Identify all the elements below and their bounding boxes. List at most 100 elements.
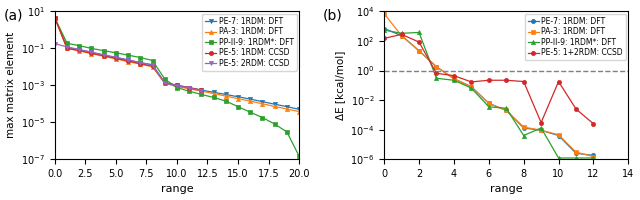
PP-II-9: 1RDM*: DFT: (15, 7e-05): 1RDM*: DFT: (15, 7e-05) (234, 105, 242, 108)
Line: PP-II-9: 1RDM*: DFT: PP-II-9: 1RDM*: DFT (382, 28, 595, 160)
PE-7: 1RDM: DFT: (15, 0.00024): 1RDM: DFT: (15, 0.00024) (234, 96, 242, 98)
PA-3: 1RDM: DFT: (16, 0.00014): 1RDM: DFT: (16, 0.00014) (246, 100, 254, 102)
X-axis label: range: range (161, 184, 193, 194)
PA-3: 1RDM: DFT: (2, 0.073): 1RDM: DFT: (2, 0.073) (76, 50, 83, 52)
PE-5: 1RDM: CCSD: (9, 0.0014): 1RDM: CCSD: (9, 0.0014) (161, 81, 168, 84)
PA-3: 1RDM: DFT: (5, 0.08): 1RDM: DFT: (5, 0.08) (467, 86, 475, 88)
PE-7: 1RDM: DFT: (8, 0.00013): 1RDM: DFT: (8, 0.00013) (520, 127, 527, 129)
PP-II-9: 1RDM*: DFT: (6, 0.043): 1RDM*: DFT: (6, 0.043) (124, 54, 132, 56)
PA-3: 1RDM: DFT: (15, 0.00019): 1RDM: DFT: (15, 0.00019) (234, 97, 242, 100)
PE-7: 1RDM: DFT: (3, 1.8): 1RDM: DFT: (3, 1.8) (433, 66, 440, 68)
PE-5: 1RDM: CCSD: (1, 0.1): 1RDM: CCSD: (1, 0.1) (63, 47, 71, 50)
PP-II-9: 1RDM*: DFT: (18, 8e-06): 1RDM*: DFT: (18, 8e-06) (271, 123, 278, 125)
PE-5: 2RDM: CCSD: (4, 0.045): 2RDM: CCSD: (4, 0.045) (100, 54, 108, 56)
Line: PE-7: 1RDM: DFT: PE-7: 1RDM: DFT (382, 26, 595, 157)
PP-II-9: 1RDM*: DFT: (3, 0.3): 1RDM*: DFT: (3, 0.3) (433, 77, 440, 79)
PE-5: 2RDM: CCSD: (8, 0.012): 2RDM: CCSD: (8, 0.012) (148, 64, 156, 67)
PE-5: 1+2RDM: CCSD: (1, 280): 1+2RDM: CCSD: (1, 280) (397, 33, 405, 36)
Y-axis label: ΔE [kcal/mol]: ΔE [kcal/mol] (335, 51, 345, 120)
PE-5: 1+2RDM: CCSD: (3, 0.65): 1+2RDM: CCSD: (3, 0.65) (433, 72, 440, 75)
PE-7: 1RDM: DFT: (16, 0.00018): 1RDM: DFT: (16, 0.00018) (246, 98, 254, 100)
PE-5: 1+2RDM: CCSD: (6, 0.22): 1+2RDM: CCSD: (6, 0.22) (485, 79, 493, 81)
PA-3: 1RDM: DFT: (12, 0.00048): 1RDM: DFT: (12, 0.00048) (198, 90, 205, 92)
PA-3: 1RDM: DFT: (5, 0.027): 1RDM: DFT: (5, 0.027) (112, 58, 120, 60)
PP-II-9: 1RDM*: DFT: (9, 0.00013): 1RDM*: DFT: (9, 0.00013) (537, 127, 545, 129)
PE-5: 2RDM: CCSD: (1, 0.12): 2RDM: CCSD: (1, 0.12) (63, 46, 71, 48)
PE-5: 1RDM: CCSD: (10, 0.001): 1RDM: CCSD: (10, 0.001) (173, 84, 180, 87)
PE-5: 2RDM: CCSD: (0, 0.18): 2RDM: CCSD: (0, 0.18) (51, 42, 59, 45)
PP-II-9: 1RDM*: DFT: (16, 3.5e-05): 1RDM*: DFT: (16, 3.5e-05) (246, 111, 254, 113)
PE-5: 1+2RDM: CCSD: (4, 0.45): 1+2RDM: CCSD: (4, 0.45) (450, 74, 458, 77)
PE-7: 1RDM: DFT: (10, 4e-05): 1RDM: DFT: (10, 4e-05) (555, 134, 563, 137)
PE-5: 1RDM: CCSD: (4, 0.04): 1RDM: CCSD: (4, 0.04) (100, 55, 108, 57)
PE-5: 2RDM: CCSD: (3, 0.063): 2RDM: CCSD: (3, 0.063) (88, 51, 95, 53)
PA-3: 1RDM: DFT: (4, 0.28): 1RDM: DFT: (4, 0.28) (450, 78, 458, 80)
PE-7: 1RDM: DFT: (2, 22): 1RDM: DFT: (2, 22) (415, 50, 423, 52)
PE-5: 1RDM: CCSD: (6, 0.021): 1RDM: CCSD: (6, 0.021) (124, 60, 132, 62)
PE-7: 1RDM: DFT: (9, 9e-05): 1RDM: DFT: (9, 9e-05) (537, 129, 545, 132)
PE-7: 1RDM: DFT: (12, 1.8e-06): 1RDM: DFT: (12, 1.8e-06) (589, 154, 597, 157)
PA-3: 1RDM: DFT: (13, 0.00036): 1RDM: DFT: (13, 0.00036) (210, 92, 218, 95)
PA-3: 1RDM: DFT: (1, 230): 1RDM: DFT: (1, 230) (397, 34, 405, 37)
PP-II-9: 1RDM*: DFT: (20, 1.5e-07): 1RDM*: DFT: (20, 1.5e-07) (295, 155, 303, 157)
PE-5: 1+2RDM: CCSD: (10, 0.18): 1+2RDM: CCSD: (10, 0.18) (555, 80, 563, 83)
PP-II-9: 1RDM*: DFT: (7, 0.032): 1RDM*: DFT: (7, 0.032) (136, 56, 144, 59)
PE-5: 1RDM: CCSD: (2, 0.077): 1RDM: CCSD: (2, 0.077) (76, 49, 83, 52)
PE-7: 1RDM: DFT: (7, 0.002): 1RDM: DFT: (7, 0.002) (502, 109, 510, 112)
PP-II-9: 1RDM*: DFT: (17, 1.8e-05): 1RDM*: DFT: (17, 1.8e-05) (259, 116, 266, 119)
PE-5: 1RDM: CCSD: (7, 0.015): 1RDM: CCSD: (7, 0.015) (136, 62, 144, 65)
PP-II-9: 1RDM*: DFT: (6, 0.0035): 1RDM*: DFT: (6, 0.0035) (485, 106, 493, 108)
PA-3: 1RDM: DFT: (0, 4.5): 1RDM: DFT: (0, 4.5) (51, 17, 59, 19)
PA-3: 1RDM: DFT: (10, 0.00085): 1RDM: DFT: (10, 0.00085) (173, 85, 180, 88)
PE-7: 1RDM: DFT: (4, 0.042): 1RDM: DFT: (4, 0.042) (100, 54, 108, 57)
PE-7: 1RDM: DFT: (3, 0.06): 1RDM: DFT: (3, 0.06) (88, 51, 95, 54)
PA-3: 1RDM: DFT: (18, 7.2e-05): 1RDM: DFT: (18, 7.2e-05) (271, 105, 278, 108)
PP-II-9: 1RDM*: DFT: (12, 0.00032): 1RDM*: DFT: (12, 0.00032) (198, 93, 205, 96)
PE-5: 2RDM: CCSD: (2, 0.087): 2RDM: CCSD: (2, 0.087) (76, 48, 83, 51)
PE-5: 1+2RDM: CCSD: (9, 0.0003): 1+2RDM: CCSD: (9, 0.0003) (537, 121, 545, 124)
PE-7: 1RDM: DFT: (6, 0.023): 1RDM: DFT: (6, 0.023) (124, 59, 132, 61)
PE-5: 1RDM: CCSD: (12, 0.00055): 1RDM: CCSD: (12, 0.00055) (198, 89, 205, 91)
PP-II-9: 1RDM*: DFT: (2, 0.14): 1RDM*: DFT: (2, 0.14) (76, 44, 83, 47)
PE-7: 1RDM: DFT: (13, 0.00042): 1RDM: DFT: (13, 0.00042) (210, 91, 218, 93)
PP-II-9: 1RDM*: DFT: (7, 0.0028): 1RDM*: DFT: (7, 0.0028) (502, 107, 510, 109)
PP-II-9: 1RDM*: DFT: (5, 0.058): 1RDM*: DFT: (5, 0.058) (112, 52, 120, 54)
Line: PA-3: 1RDM: DFT: PA-3: 1RDM: DFT (52, 16, 301, 114)
Line: PA-3: 1RDM: DFT: PA-3: 1RDM: DFT (382, 12, 595, 159)
PE-7: 1RDM: DFT: (11, 2.5e-06): 1RDM: DFT: (11, 2.5e-06) (572, 152, 580, 154)
PA-3: 1RDM: DFT: (4, 0.037): 1RDM: DFT: (4, 0.037) (100, 55, 108, 58)
PP-II-9: 1RDM*: DFT: (3, 0.1): 1RDM*: DFT: (3, 0.1) (88, 47, 95, 50)
PE-5: 2RDM: CCSD: (12, 0.00052): 2RDM: CCSD: (12, 0.00052) (198, 89, 205, 92)
PA-3: 1RDM: DFT: (1, 0.1): 1RDM: DFT: (1, 0.1) (63, 47, 71, 50)
PE-7: 1RDM: DFT: (14, 0.00032): 1RDM: DFT: (14, 0.00032) (222, 93, 230, 96)
PA-3: 1RDM: DFT: (3, 1.8): 1RDM: DFT: (3, 1.8) (433, 66, 440, 68)
PA-3: 1RDM: DFT: (14, 0.00026): 1RDM: DFT: (14, 0.00026) (222, 95, 230, 97)
PE-7: 1RDM: DFT: (10, 0.001): 1RDM: DFT: (10, 0.001) (173, 84, 180, 87)
PA-3: 1RDM: DFT: (9, 9e-05): 1RDM: DFT: (9, 9e-05) (537, 129, 545, 132)
PE-7: 1RDM: DFT: (8, 0.013): 1RDM: DFT: (8, 0.013) (148, 64, 156, 66)
PP-II-9: 1RDM*: DFT: (13, 0.00022): 1RDM*: DFT: (13, 0.00022) (210, 96, 218, 99)
PE-7: 1RDM: DFT: (0, 4.5): 1RDM: DFT: (0, 4.5) (51, 17, 59, 19)
PE-5: 2RDM: CCSD: (10, 0.00095): 2RDM: CCSD: (10, 0.00095) (173, 85, 180, 87)
PE-7: 1RDM: DFT: (17, 0.00013): 1RDM: DFT: (17, 0.00013) (259, 100, 266, 103)
Y-axis label: max matrix element: max matrix element (6, 32, 15, 138)
PE-7: 1RDM: DFT: (6, 0.006): 1RDM: DFT: (6, 0.006) (485, 102, 493, 105)
PE-5: 2RDM: CCSD: (11, 0.0007): 2RDM: CCSD: (11, 0.0007) (186, 87, 193, 89)
PA-3: 1RDM: DFT: (17, 0.0001): 1RDM: DFT: (17, 0.0001) (259, 103, 266, 105)
PP-II-9: 1RDM*: DFT: (8, 4e-05): 1RDM*: DFT: (8, 4e-05) (520, 134, 527, 137)
PE-5: 1RDM: CCSD: (8, 0.011): 1RDM: CCSD: (8, 0.011) (148, 65, 156, 67)
PE-7: 1RDM: DFT: (19, 7e-05): 1RDM: DFT: (19, 7e-05) (283, 105, 291, 108)
PE-7: 1RDM: DFT: (7, 0.017): 1RDM: DFT: (7, 0.017) (136, 61, 144, 64)
PE-5: 1+2RDM: CCSD: (0, 150): 1+2RDM: CCSD: (0, 150) (380, 37, 388, 40)
PE-7: 1RDM: DFT: (0, 700): 1RDM: DFT: (0, 700) (380, 27, 388, 30)
PA-3: 1RDM: DFT: (6, 0.019): 1RDM: DFT: (6, 0.019) (124, 61, 132, 63)
Line: PE-5: 1+2RDM: CCSD: PE-5: 1+2RDM: CCSD (382, 32, 595, 126)
PE-7: 1RDM: DFT: (5, 0.032): 1RDM: DFT: (5, 0.032) (112, 56, 120, 59)
PP-II-9: 1RDM*: DFT: (2, 380): 1RDM*: DFT: (2, 380) (415, 31, 423, 34)
PA-3: 1RDM: DFT: (7, 0.002): 1RDM: DFT: (7, 0.002) (502, 109, 510, 112)
PA-3: 1RDM: DFT: (11, 0.00065): 1RDM: DFT: (11, 0.00065) (186, 88, 193, 90)
PP-II-9: 1RDM*: DFT: (11, 0.00048): 1RDM*: DFT: (11, 0.00048) (186, 90, 193, 92)
PE-5: 2RDM: CCSD: (9, 0.0013): 2RDM: CCSD: (9, 0.0013) (161, 82, 168, 84)
Legend: PE-7: 1RDM: DFT, PA-3: 1RDM: DFT, PP-II-9: 1RDM*: DFT, PE-5: 1+2RDM: CCSD: PE-7: 1RDM: DFT, PA-3: 1RDM: DFT, PP-II-… (525, 14, 626, 60)
Line: PE-5: 2RDM: CCSD: PE-5: 2RDM: CCSD (52, 42, 204, 93)
